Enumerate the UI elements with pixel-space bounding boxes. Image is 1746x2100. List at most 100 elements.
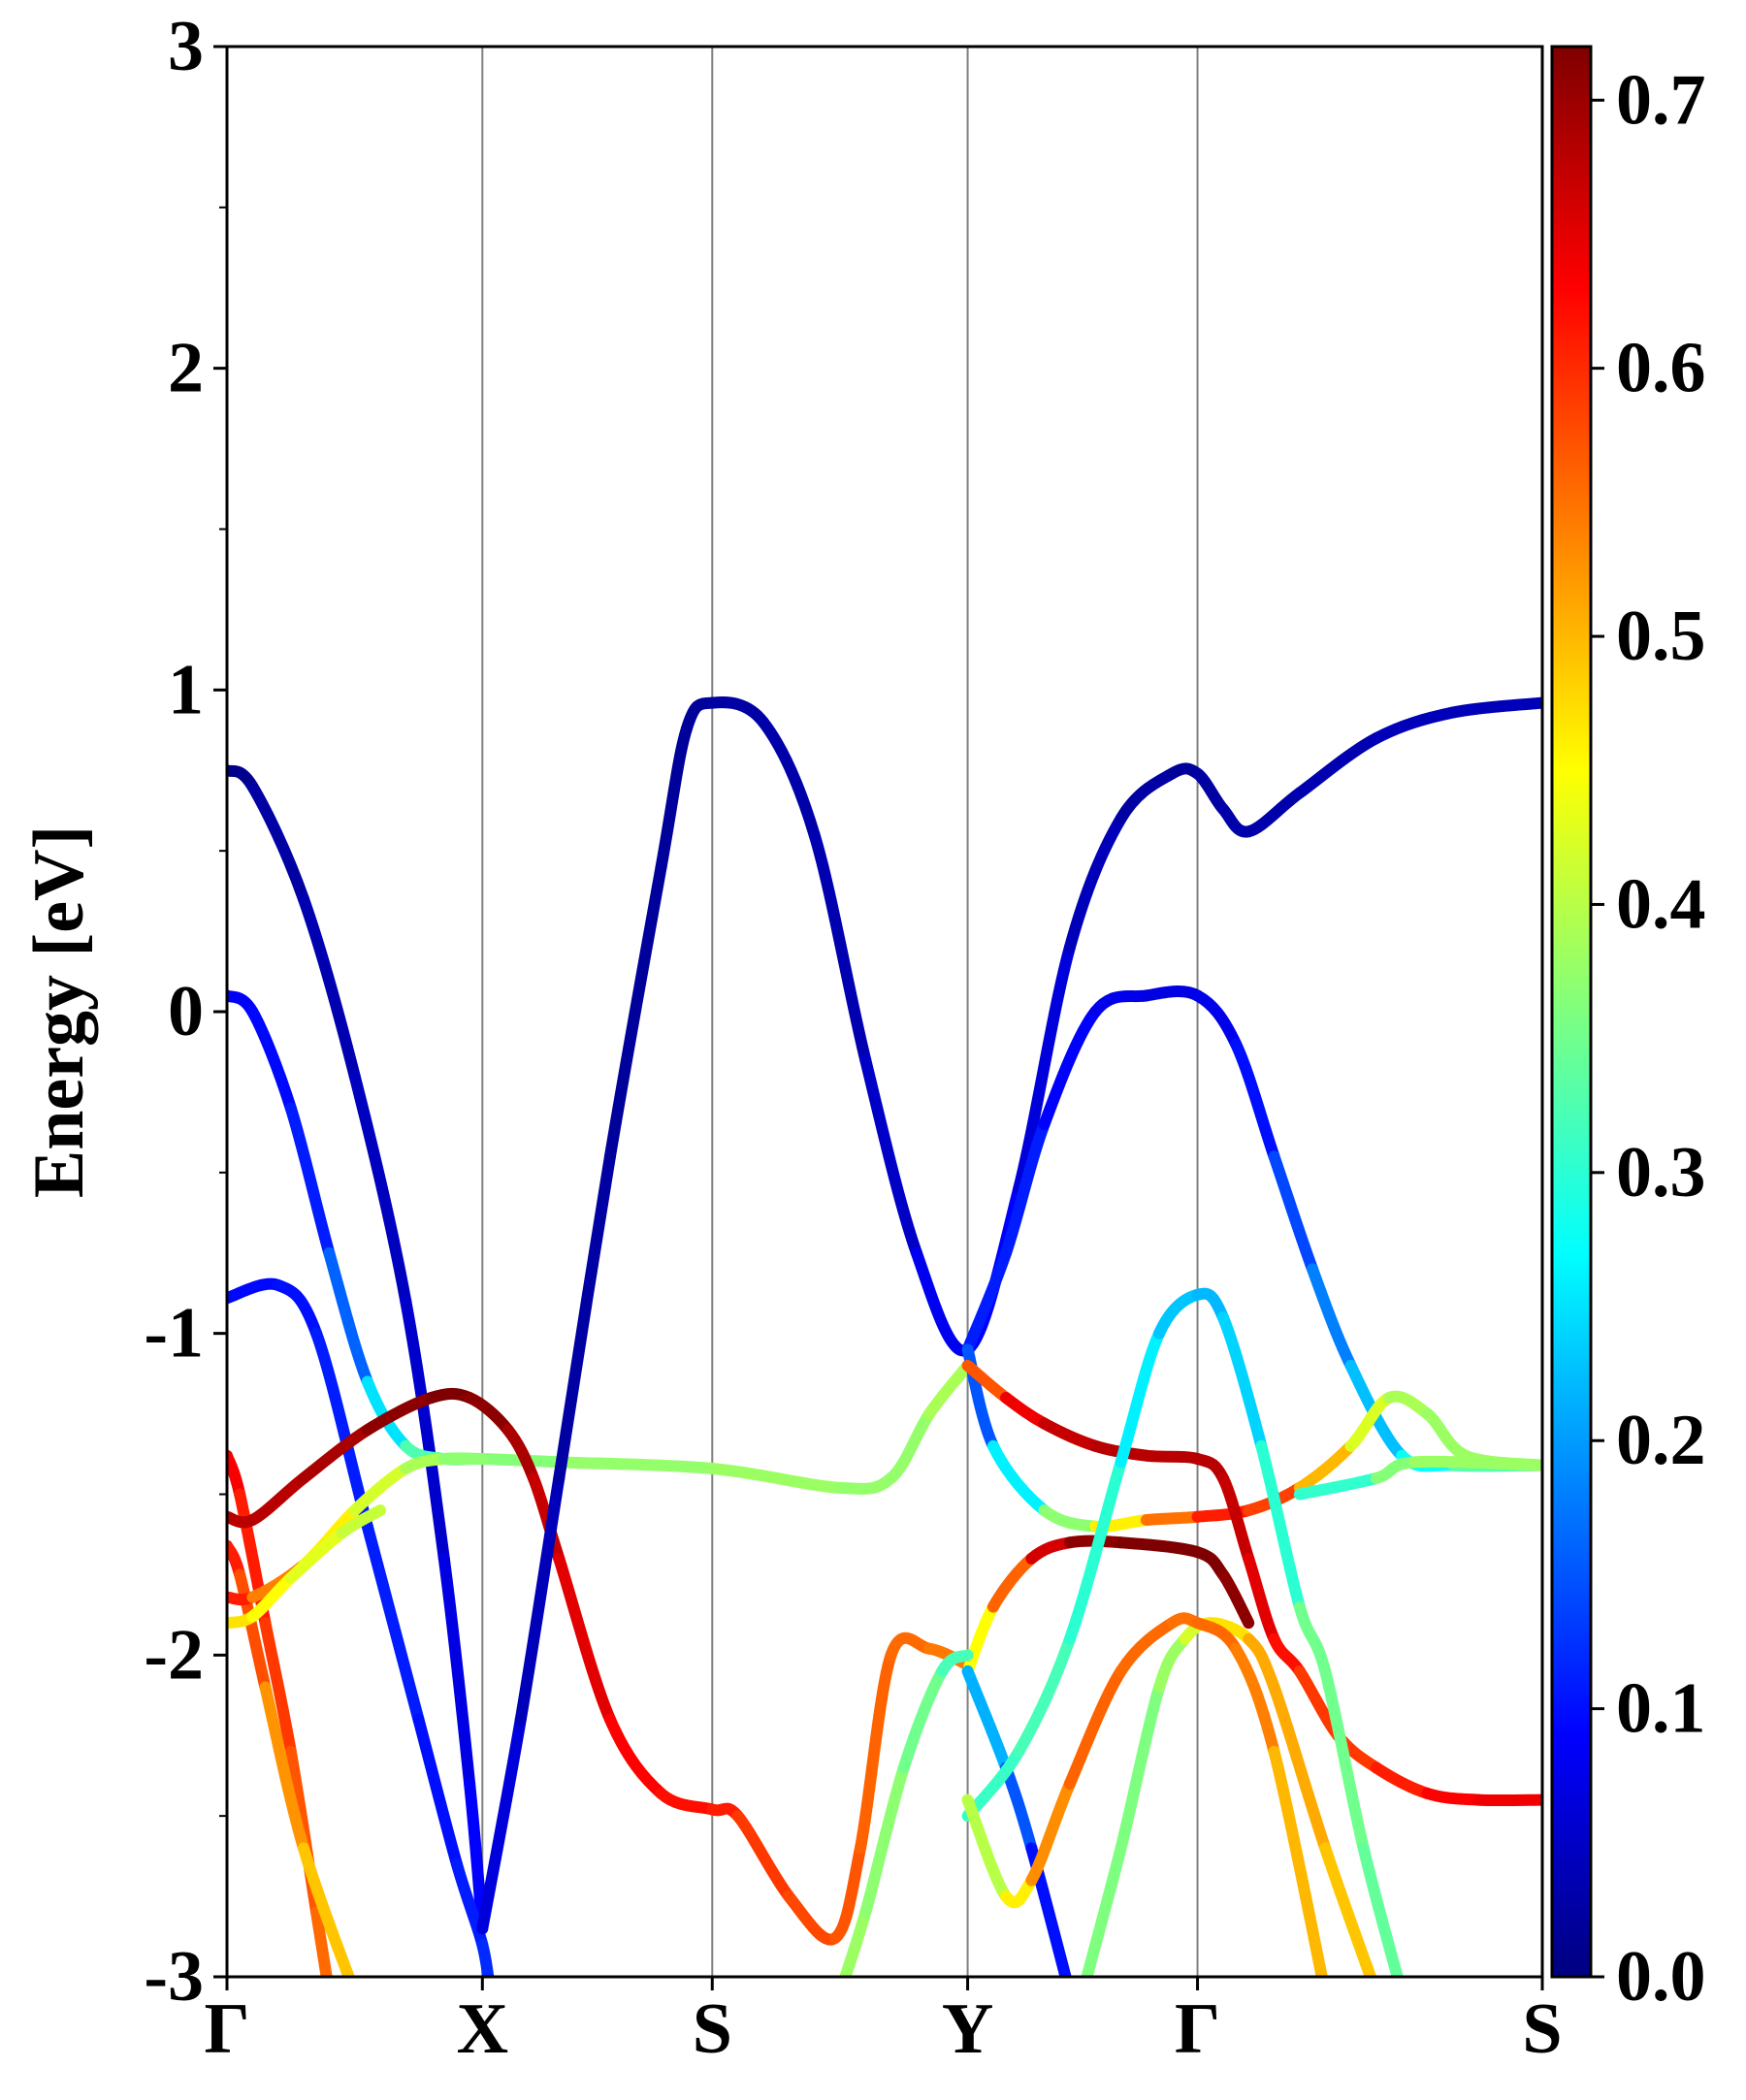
band-segment <box>1031 1542 1069 1559</box>
band-segment <box>1159 1639 1184 1688</box>
band <box>968 991 1542 1466</box>
band-segment <box>917 1253 968 1351</box>
band-segment <box>1147 991 1198 995</box>
band-segment <box>763 723 815 835</box>
colorbar <box>1552 47 1591 1977</box>
band-segment <box>1300 1607 1325 1671</box>
band-segment <box>418 1720 456 1864</box>
band <box>227 1394 968 1940</box>
band-segment <box>278 1285 316 1334</box>
band-segment <box>291 1533 342 1577</box>
band-segment <box>1147 1517 1198 1520</box>
band-segment <box>993 1446 1045 1510</box>
band-segment <box>368 1527 419 1720</box>
band-segment <box>1261 1446 1299 1607</box>
x-tick-label: S <box>1522 1989 1562 2069</box>
band-segment <box>329 1253 367 1382</box>
band-segment <box>444 1559 469 1784</box>
y-tick-label: -3 <box>144 1937 204 2017</box>
band-segment <box>865 1060 917 1253</box>
band-segment <box>968 1800 1006 1897</box>
band-segment <box>1275 1639 1300 1671</box>
band-segment <box>1006 1398 1044 1424</box>
band-segment <box>662 728 687 867</box>
band-segment <box>1031 1784 1069 1881</box>
band-segment <box>1223 1317 1261 1446</box>
band-segment <box>1198 995 1236 1044</box>
band-segment <box>738 1816 790 1896</box>
band-segment <box>1428 1414 1466 1456</box>
band-segment <box>610 867 662 1157</box>
band-segment <box>1018 1639 1070 1752</box>
band-segment <box>840 1478 891 1489</box>
band-segment <box>1453 703 1542 713</box>
band-segment <box>1147 1456 1198 1459</box>
band-segment <box>1389 1397 1427 1414</box>
band-lines <box>227 702 1542 1993</box>
y-tick-label: 3 <box>168 7 204 86</box>
band-segment <box>610 1720 662 1793</box>
colorbar-tick-label: 0.4 <box>1616 864 1706 944</box>
band-segment <box>1275 1156 1312 1269</box>
band-segment <box>1414 1462 1542 1466</box>
band-segment <box>662 1793 713 1810</box>
band-segment <box>1198 774 1223 809</box>
x-tick-label: Y <box>942 1989 993 2069</box>
x-tick-label: X <box>457 1989 508 2069</box>
band-segment <box>252 787 304 899</box>
band-segment <box>1376 713 1453 739</box>
y-tick-label: 0 <box>168 972 204 1051</box>
band-segment <box>891 1638 929 1656</box>
band-segment <box>1300 738 1376 792</box>
colorbar-tick-label: 0.7 <box>1616 60 1706 140</box>
band-segment <box>1006 1767 1031 1848</box>
colorbar-tick-label: 0.5 <box>1616 597 1706 676</box>
colorbar-tick-label: 0.2 <box>1616 1401 1706 1480</box>
colorbar-tick-label: 0.3 <box>1616 1133 1706 1212</box>
x-tick-label: Γ <box>204 1989 249 2069</box>
band <box>968 1541 1249 1671</box>
band-segment <box>929 1366 967 1414</box>
colorbar-gradient <box>1552 47 1591 1977</box>
band-segment <box>1376 1462 1414 1478</box>
band-segment <box>559 1462 712 1469</box>
band-segment <box>405 1302 443 1559</box>
colorbar-tick-label: 0.6 <box>1616 329 1706 408</box>
band-segment <box>227 1456 240 1495</box>
band-segment <box>1312 1269 1350 1366</box>
x-tick-label: Γ <box>1175 1989 1220 2069</box>
band-segment <box>252 1478 304 1520</box>
band-segment <box>1236 1044 1274 1156</box>
band-segment <box>1428 1793 1479 1800</box>
band-segment <box>291 1109 329 1253</box>
band-segment <box>355 1076 406 1301</box>
band-segment <box>815 835 866 1060</box>
y-axis-label: Energy [eV] <box>19 825 99 1198</box>
band-segment <box>1121 1688 1159 1849</box>
band-segment <box>227 1284 278 1299</box>
band-segment <box>559 1156 610 1478</box>
band-segment <box>1275 1752 1326 1993</box>
x-tick-label: S <box>693 1989 732 2069</box>
band-segment <box>469 1398 507 1430</box>
band-segment <box>304 899 355 1076</box>
band-segment <box>904 1671 942 1768</box>
band-segment <box>559 1559 610 1720</box>
band <box>482 702 1542 1928</box>
band-segment <box>1070 819 1121 948</box>
colorbar-tick-label: 0.0 <box>1616 1937 1706 2017</box>
band-segment <box>1248 792 1300 831</box>
band-segment <box>1083 1848 1120 1992</box>
band-segment <box>1045 1424 1096 1446</box>
band-segment <box>968 1253 1006 1350</box>
band-segment <box>444 1458 482 1459</box>
band-segment <box>1121 774 1173 819</box>
band-segment <box>1045 1510 1096 1527</box>
colorbar-tick-label: 0.1 <box>1616 1669 1706 1749</box>
band-segment <box>1159 1295 1197 1334</box>
band-segment <box>1095 995 1147 1012</box>
band-segment <box>1070 1671 1121 1784</box>
